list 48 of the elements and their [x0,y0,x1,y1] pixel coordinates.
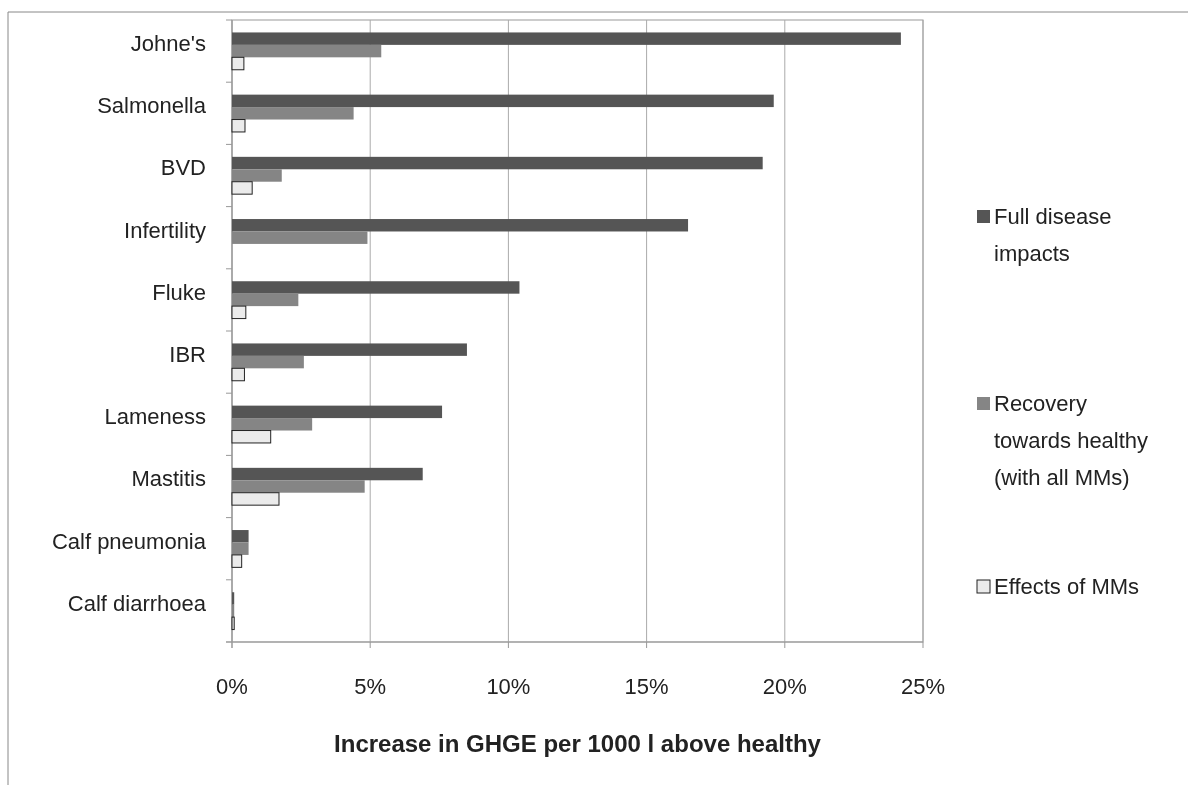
legend-label: Full disease impacts [994,203,1112,266]
bar [232,156,763,170]
bar [232,405,443,419]
bar [232,480,365,493]
x-tick-label: 20% [762,674,807,699]
bar [232,467,423,481]
bar [232,169,282,182]
y-tick-label: Calf diarrhoea [67,590,207,616]
legend-label: Recovery towards healthy (with all MMs) [994,390,1149,490]
bar [232,355,304,369]
bar [232,281,520,294]
bar [232,542,249,555]
bar [231,367,245,382]
x-tick-label: 5% [354,674,387,699]
y-tick-label: Infertility [124,217,206,243]
bar [232,32,901,45]
bar [232,219,689,232]
x-tick-label: 0% [216,674,248,699]
bar [232,231,368,244]
bar [231,492,280,506]
y-tick-label: Calf pneumonia [51,528,207,554]
y-tick-label: Johne's [130,30,206,56]
bar [232,94,774,108]
y-tick-label: IBR [169,341,206,367]
legend-label: Effects of MMs [994,573,1140,599]
bar [231,554,243,568]
bar [231,56,245,71]
bar [231,305,247,320]
bar [231,430,272,444]
x-tick-label: 15% [624,674,669,699]
x-tick-label: 25% [900,674,946,699]
bar [232,418,313,431]
y-tick-label: BVD [160,155,206,181]
y-tick-label: Lameness [104,404,206,430]
x-axis-title: Increase in GHGE per 1000 l above healthy [334,730,822,757]
bar [232,592,235,605]
bar [232,293,299,307]
bar [231,119,246,133]
y-tick-label: Fluke [152,279,206,305]
bar [232,44,382,58]
bar [231,181,253,195]
x-tick-label: 10% [486,674,531,699]
y-tick-label: Salmonella [97,93,207,119]
bar [231,616,235,631]
bar [232,530,249,543]
bar [232,343,467,356]
bar [232,107,354,120]
y-tick-label: Mastitis [131,466,206,492]
